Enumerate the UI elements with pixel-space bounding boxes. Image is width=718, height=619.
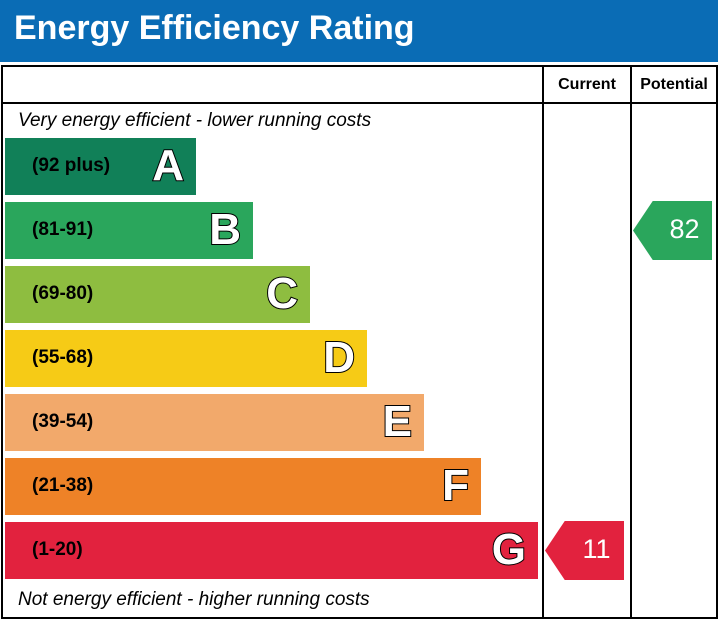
chart-title: Energy Efficiency Rating (14, 9, 415, 47)
top-caption: Very energy efficient - lower running co… (18, 110, 372, 131)
band-g: (1-20) G (5, 522, 538, 579)
band-range: (39-54) (32, 411, 94, 432)
band-letter: D (322, 332, 356, 383)
band-range: (55-68) (32, 347, 94, 368)
potential-header: Potential (640, 76, 708, 93)
band-c: (69-80) C (5, 266, 310, 323)
band-letter: B (208, 204, 242, 255)
bottom-caption: Not energy efficient - higher running co… (18, 589, 370, 610)
potential-rating-arrow: 82 (633, 201, 712, 260)
potential-rating-value: 82 (669, 214, 700, 244)
band-letter: F (441, 460, 470, 511)
band-letter: G (491, 524, 527, 575)
band-range: (69-80) (32, 283, 94, 304)
title-bar: Energy Efficiency Rating (0, 0, 718, 62)
band-a: (92 plus) A (5, 138, 196, 195)
column-divider (630, 67, 632, 617)
current-rating-value: 11 (582, 534, 611, 564)
column-divider (542, 67, 544, 617)
band-range: (21-38) (32, 475, 94, 496)
band-e: (39-54) E (5, 394, 424, 451)
band-f: (21-38) F (5, 458, 481, 515)
rating-table: Current Potential Very energy efficient … (1, 65, 718, 619)
current-rating-arrow: 11 (545, 521, 624, 580)
band-range: (92 plus) (32, 155, 111, 176)
current-header: Current (558, 76, 616, 93)
band-letter: A (151, 140, 185, 191)
band-range: (81-91) (32, 219, 94, 240)
band-range: (1-20) (32, 539, 83, 560)
band-b: (81-91) B (5, 202, 253, 259)
band-d: (55-68) D (5, 330, 367, 387)
band-letter: C (265, 268, 299, 319)
header-divider (3, 102, 716, 104)
band-letter: E (382, 396, 413, 447)
